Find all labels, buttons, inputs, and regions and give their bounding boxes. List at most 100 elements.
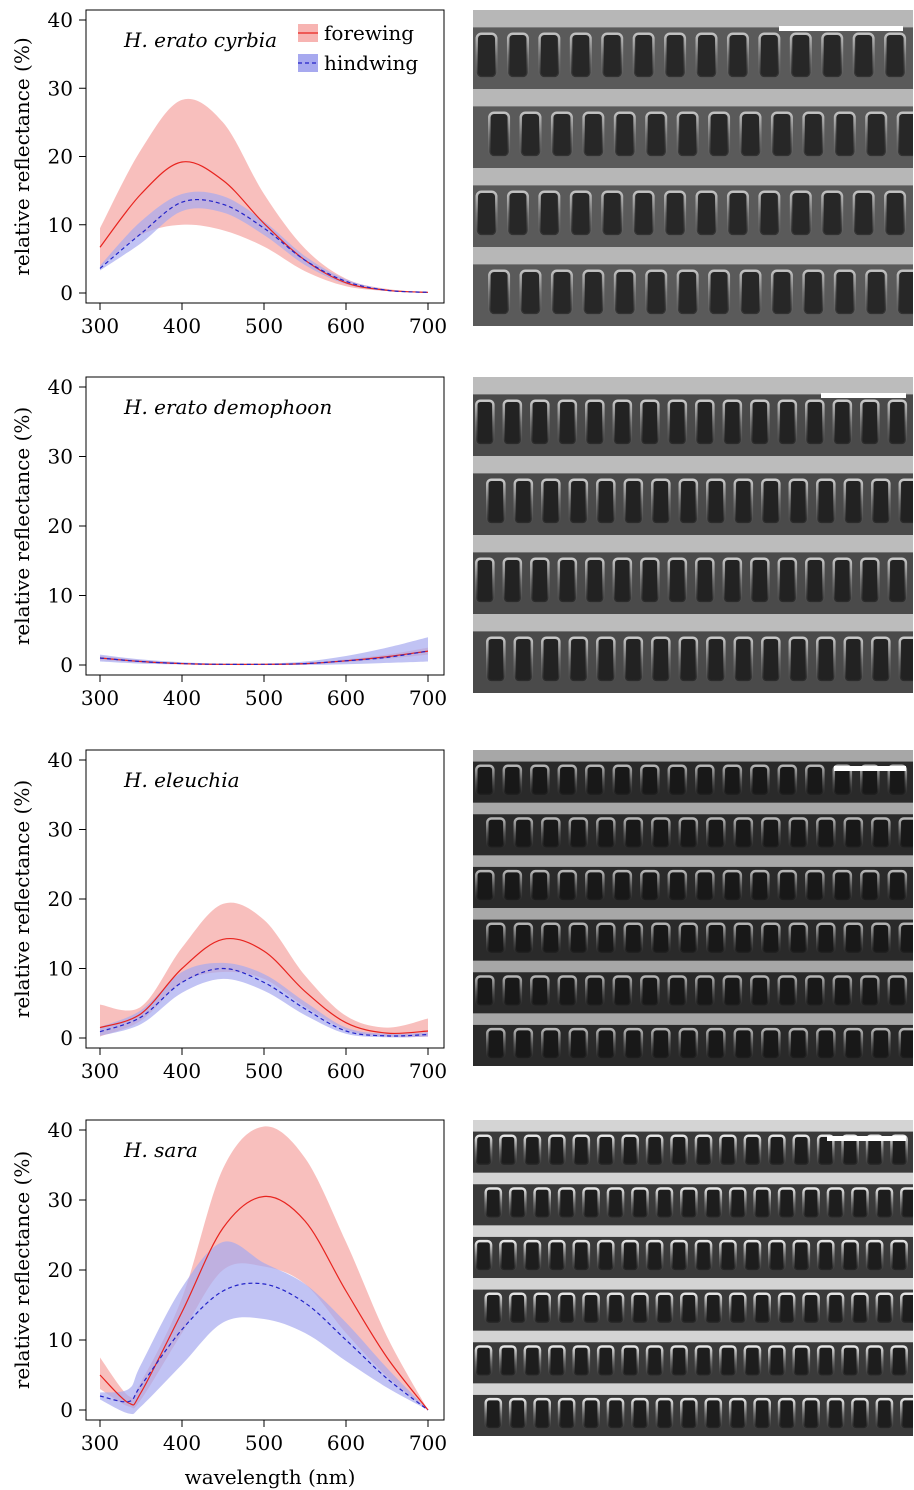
x-tick-label: 500: [245, 1431, 283, 1455]
sem-window: [871, 478, 891, 525]
y-axis-label: relative reflectance (%): [10, 780, 34, 1018]
sem-window: [640, 975, 660, 1007]
x-tick-label: 600: [327, 314, 365, 338]
sem-window: [502, 399, 523, 446]
sem-window: [596, 817, 616, 849]
sem-window: [816, 1239, 835, 1272]
sem-window: [572, 1345, 591, 1377]
sem-window: [875, 1292, 894, 1325]
sem-window: [499, 1345, 517, 1377]
sem-window: [860, 399, 880, 446]
sem-window: [530, 975, 550, 1007]
sem-window: [585, 975, 605, 1007]
sem-window: [832, 975, 853, 1007]
sem-window: [750, 399, 770, 446]
sem-window: [733, 922, 754, 955]
sem-window: [694, 1134, 713, 1167]
x-tick-label: 500: [245, 314, 283, 338]
sem-window: [568, 922, 589, 955]
sem-window: [777, 1187, 796, 1219]
sem-window: [612, 869, 633, 902]
sem-window: [733, 1027, 754, 1060]
sem-window: [695, 399, 715, 446]
y-tick-label: 40: [48, 375, 73, 399]
y-tick-label: 0: [60, 653, 73, 677]
sem-window: [832, 869, 853, 902]
sem-window: [640, 399, 660, 446]
sem-image: [473, 10, 914, 326]
sem-window: [860, 869, 880, 902]
sem-window: [719, 1134, 737, 1167]
sem-window: [680, 1397, 698, 1430]
line-hindwing: [99, 967, 429, 1037]
sem-window: [569, 190, 592, 237]
sem-window: [761, 922, 781, 955]
sem-window: [875, 1187, 894, 1219]
sem-micrograph-sara: [473, 1120, 914, 1436]
species-title: H. sara: [123, 1138, 198, 1162]
sem-window: [722, 557, 743, 604]
sem-window: [841, 1345, 860, 1377]
sem-window: [750, 869, 770, 902]
sem-window: [843, 478, 864, 525]
sem-window: [548, 1134, 566, 1167]
sem-window: [557, 1187, 576, 1219]
sem-window: [900, 1397, 914, 1430]
sem-window: [502, 764, 523, 797]
sem-window: [523, 1345, 542, 1377]
sem-window: [596, 636, 616, 683]
sem-window: [506, 190, 529, 237]
sem-window: [678, 922, 699, 955]
sem-window: [852, 190, 875, 237]
x-tick-label: 600: [327, 1059, 365, 1083]
sem-window: [664, 32, 687, 79]
sem-window: [623, 636, 644, 683]
species-title: H. erato demophoon: [123, 395, 332, 419]
sem-window: [706, 478, 726, 525]
sem-window: [743, 1134, 762, 1167]
sem-window: [733, 636, 754, 683]
sem-window: [596, 1239, 615, 1272]
y-axis-label: relative reflectance (%): [10, 37, 34, 275]
sem-window: [623, 1027, 644, 1060]
sem-window: [475, 32, 498, 79]
sem-window: [788, 1027, 809, 1060]
sem-window: [601, 32, 624, 79]
sem-window: [488, 111, 511, 158]
sem-window: [843, 817, 864, 849]
sem-window: [631, 1397, 649, 1430]
sem-window: [816, 1027, 836, 1060]
sem-window: [805, 557, 825, 604]
sem-window: [777, 764, 798, 797]
sem-window: [640, 557, 660, 604]
sem-window: [805, 399, 825, 446]
sem-window: [548, 1239, 566, 1272]
sem-window: [513, 636, 534, 683]
legend-label-hindwing: hindwing: [324, 51, 418, 75]
band-hindwing: [100, 962, 428, 1038]
sem-window: [667, 975, 688, 1007]
sem-window: [896, 269, 914, 316]
sem-window: [768, 1239, 786, 1272]
y-tick-label: 20: [48, 145, 73, 169]
sem-window: [538, 32, 561, 79]
sem-image: [473, 377, 914, 693]
sem-window: [486, 817, 506, 849]
sem-window: [802, 111, 825, 158]
sem-window: [582, 269, 605, 316]
sem-window: [474, 1134, 493, 1167]
sem-window: [816, 922, 836, 955]
sem-window: [761, 478, 781, 525]
sem-window: [816, 1134, 835, 1167]
sem-window: [664, 190, 687, 237]
sem-ridge: [473, 456, 913, 474]
sem-window: [841, 1134, 860, 1167]
y-tick-label: 40: [48, 8, 73, 32]
sem-window: [486, 636, 506, 683]
sem-window: [651, 1027, 671, 1060]
sem-micrograph-erato-cyrbia: [473, 10, 914, 326]
x-tick-label: 400: [163, 1059, 201, 1083]
sem-window: [484, 1397, 503, 1430]
sem-window: [568, 817, 589, 849]
sem-window: [523, 1134, 542, 1167]
